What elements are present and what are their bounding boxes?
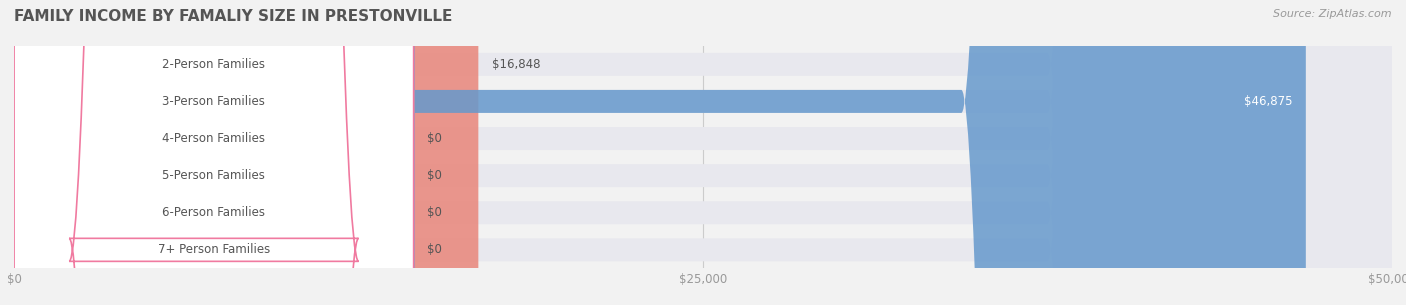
FancyBboxPatch shape xyxy=(14,0,413,305)
FancyBboxPatch shape xyxy=(14,0,413,305)
Text: $0: $0 xyxy=(427,206,443,219)
Text: 5-Person Families: 5-Person Families xyxy=(163,169,266,182)
Text: 7+ Person Families: 7+ Person Families xyxy=(157,243,270,256)
Text: 4-Person Families: 4-Person Families xyxy=(162,132,266,145)
Text: 3-Person Families: 3-Person Families xyxy=(163,95,266,108)
FancyBboxPatch shape xyxy=(14,0,1392,305)
FancyBboxPatch shape xyxy=(14,0,413,305)
Text: $0: $0 xyxy=(427,132,443,145)
FancyBboxPatch shape xyxy=(14,0,1392,305)
Text: 2-Person Families: 2-Person Families xyxy=(162,58,266,71)
FancyBboxPatch shape xyxy=(14,0,1392,305)
FancyBboxPatch shape xyxy=(14,0,1306,305)
Text: FAMILY INCOME BY FAMALIY SIZE IN PRESTONVILLE: FAMILY INCOME BY FAMALIY SIZE IN PRESTON… xyxy=(14,9,453,24)
Text: $46,875: $46,875 xyxy=(1243,95,1292,108)
FancyBboxPatch shape xyxy=(14,0,413,305)
Text: 6-Person Families: 6-Person Families xyxy=(162,206,266,219)
Text: $0: $0 xyxy=(427,243,443,256)
Text: $0: $0 xyxy=(427,169,443,182)
FancyBboxPatch shape xyxy=(14,0,413,305)
FancyBboxPatch shape xyxy=(14,0,1392,305)
Text: $16,848: $16,848 xyxy=(492,58,541,71)
FancyBboxPatch shape xyxy=(14,0,413,305)
FancyBboxPatch shape xyxy=(14,0,1392,305)
Text: Source: ZipAtlas.com: Source: ZipAtlas.com xyxy=(1274,9,1392,19)
FancyBboxPatch shape xyxy=(14,0,1392,305)
FancyBboxPatch shape xyxy=(14,0,478,305)
